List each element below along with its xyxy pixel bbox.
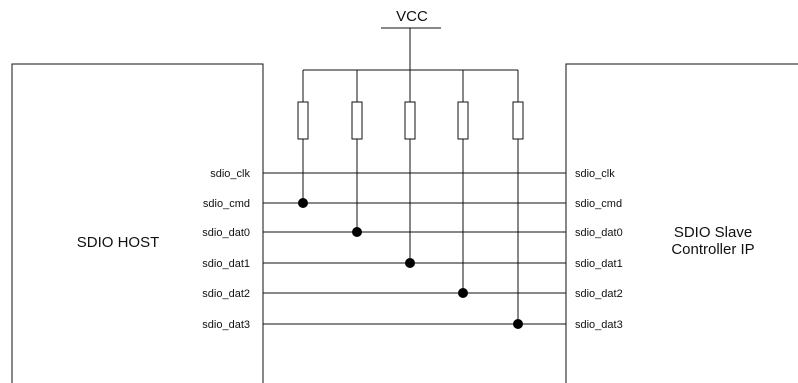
vcc-label: VCC	[396, 8, 428, 25]
host-label-dat0: sdio_dat0	[202, 227, 250, 239]
slave-title-line2: Controller IP	[671, 241, 754, 258]
slave-label-dat0: sdio_dat0	[575, 227, 623, 239]
slave-label-dat1: sdio_dat1	[575, 258, 623, 270]
host-label-clk: sdio_clk	[210, 168, 250, 180]
host-label-dat2: sdio_dat2	[202, 288, 250, 300]
host-label-cmd: sdio_cmd	[203, 198, 250, 210]
sdio-slave-block	[565, 63, 798, 383]
sdio-host-block	[11, 63, 264, 383]
junction-dot-dat1	[405, 258, 415, 268]
pullup-resistor-dat2	[457, 101, 469, 140]
pullup-resistor-dat3	[512, 101, 524, 140]
junction-dot-dat3	[513, 319, 523, 329]
host-title: SDIO HOST	[77, 234, 160, 251]
slave-label-clk: sdio_clk	[575, 168, 615, 180]
pullup-resistor-dat0	[351, 101, 363, 140]
pullup-resistor-cmd	[297, 101, 309, 140]
slave-label-cmd: sdio_cmd	[575, 198, 622, 210]
slave-label-dat3: sdio_dat3	[575, 319, 623, 331]
junction-dot-dat2	[458, 288, 468, 298]
slave-label-dat2: sdio_dat2	[575, 288, 623, 300]
junction-dot-dat0	[352, 227, 362, 237]
pullup-resistor-dat1	[404, 101, 416, 140]
host-label-dat1: sdio_dat1	[202, 258, 250, 270]
host-label-dat3: sdio_dat3	[202, 319, 250, 331]
junction-dot-cmd	[298, 198, 308, 208]
slave-title-line1: SDIO Slave	[674, 224, 752, 241]
